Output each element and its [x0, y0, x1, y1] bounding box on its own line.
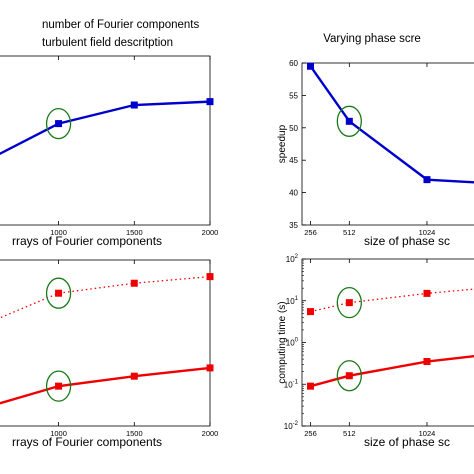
y-tick-label: 40 [289, 189, 298, 198]
data-point [206, 364, 214, 372]
x-axis-label: rrays of Fourier components [12, 234, 162, 248]
y-tick-label: 10-1 [284, 379, 299, 389]
y-tick-label: 50 [289, 124, 298, 133]
y-axis-label: computing time (s) [277, 301, 288, 383]
data-point [130, 372, 138, 380]
data-point [55, 289, 63, 297]
x-axis-label: rrays of Fourier components [12, 435, 162, 449]
x-tick-label: 2000 [202, 228, 219, 237]
y-tick-label: 10-2 [284, 421, 299, 431]
y-axis-label: speedup [277, 124, 288, 163]
highlight-ellipse [45, 277, 72, 309]
time-vs-fourier-panel: 1000 1500 2000 rrays of Fourier components [0, 259, 219, 449]
chart-title: number of Fourier components [42, 19, 199, 31]
highlight-ellipse [336, 360, 362, 392]
series-line [309, 65, 474, 184]
highlight-ellipse [336, 105, 362, 137]
x-axis-label: size of phase sc [364, 234, 450, 248]
data-point [345, 372, 353, 380]
y-tick-label: 60 [289, 59, 298, 68]
data-point [130, 279, 138, 287]
x-tick-label: 1500 [126, 429, 143, 438]
data-point [306, 308, 314, 316]
y-tick-label: 101 [286, 296, 299, 306]
x-tick-label: 512 [343, 429, 356, 438]
data-point [423, 289, 431, 297]
x-tick-label: 1000 [50, 228, 67, 237]
chart-title: turbulent field descritption [42, 37, 173, 49]
data-point [206, 98, 214, 106]
highlight-ellipse [336, 287, 362, 319]
data-point [306, 382, 314, 390]
y-tick-label: 55 [289, 91, 298, 100]
x-tick-label: 1024 [419, 429, 436, 438]
y-tick-label: 100 [286, 338, 299, 348]
plot-frame [0, 259, 211, 427]
x-tick-label: 256 [304, 228, 317, 237]
series-line [0, 100, 211, 156]
x-tick-label: 1000 [50, 429, 67, 438]
x-axis-label: size of phase sc [364, 435, 450, 449]
data-point [55, 382, 63, 390]
x-tick-label: 1024 [419, 228, 436, 237]
highlight-ellipse [45, 107, 72, 140]
data-point [345, 117, 353, 125]
data-point [423, 358, 431, 366]
speedup-vs-fourier-panel: number of Fourier components turbulent fi… [0, 19, 218, 248]
y-tick-label: 35 [289, 221, 298, 230]
series-line [310, 354, 474, 388]
series-line [0, 366, 211, 405]
data-point [306, 62, 314, 70]
x-tick-label: 512 [343, 228, 356, 237]
x-tick-label: 256 [304, 429, 317, 438]
y-tick-label: 102 [286, 254, 299, 264]
x-tick-label: 1500 [126, 228, 143, 237]
data-point [423, 176, 431, 184]
plot-frame [301, 62, 474, 226]
plot-frame [0, 55, 211, 226]
series-line [0, 275, 211, 319]
plot-frame [301, 258, 474, 427]
chart-title: Varying phase scre [323, 33, 421, 45]
x-tick-label: 2000 [202, 429, 219, 438]
data-point [345, 299, 353, 307]
series-line [310, 288, 474, 313]
data-point [206, 273, 214, 281]
data-point [130, 101, 138, 109]
highlight-ellipse [45, 370, 72, 402]
y-tick-label: 45 [289, 156, 298, 165]
data-point [55, 120, 63, 128]
